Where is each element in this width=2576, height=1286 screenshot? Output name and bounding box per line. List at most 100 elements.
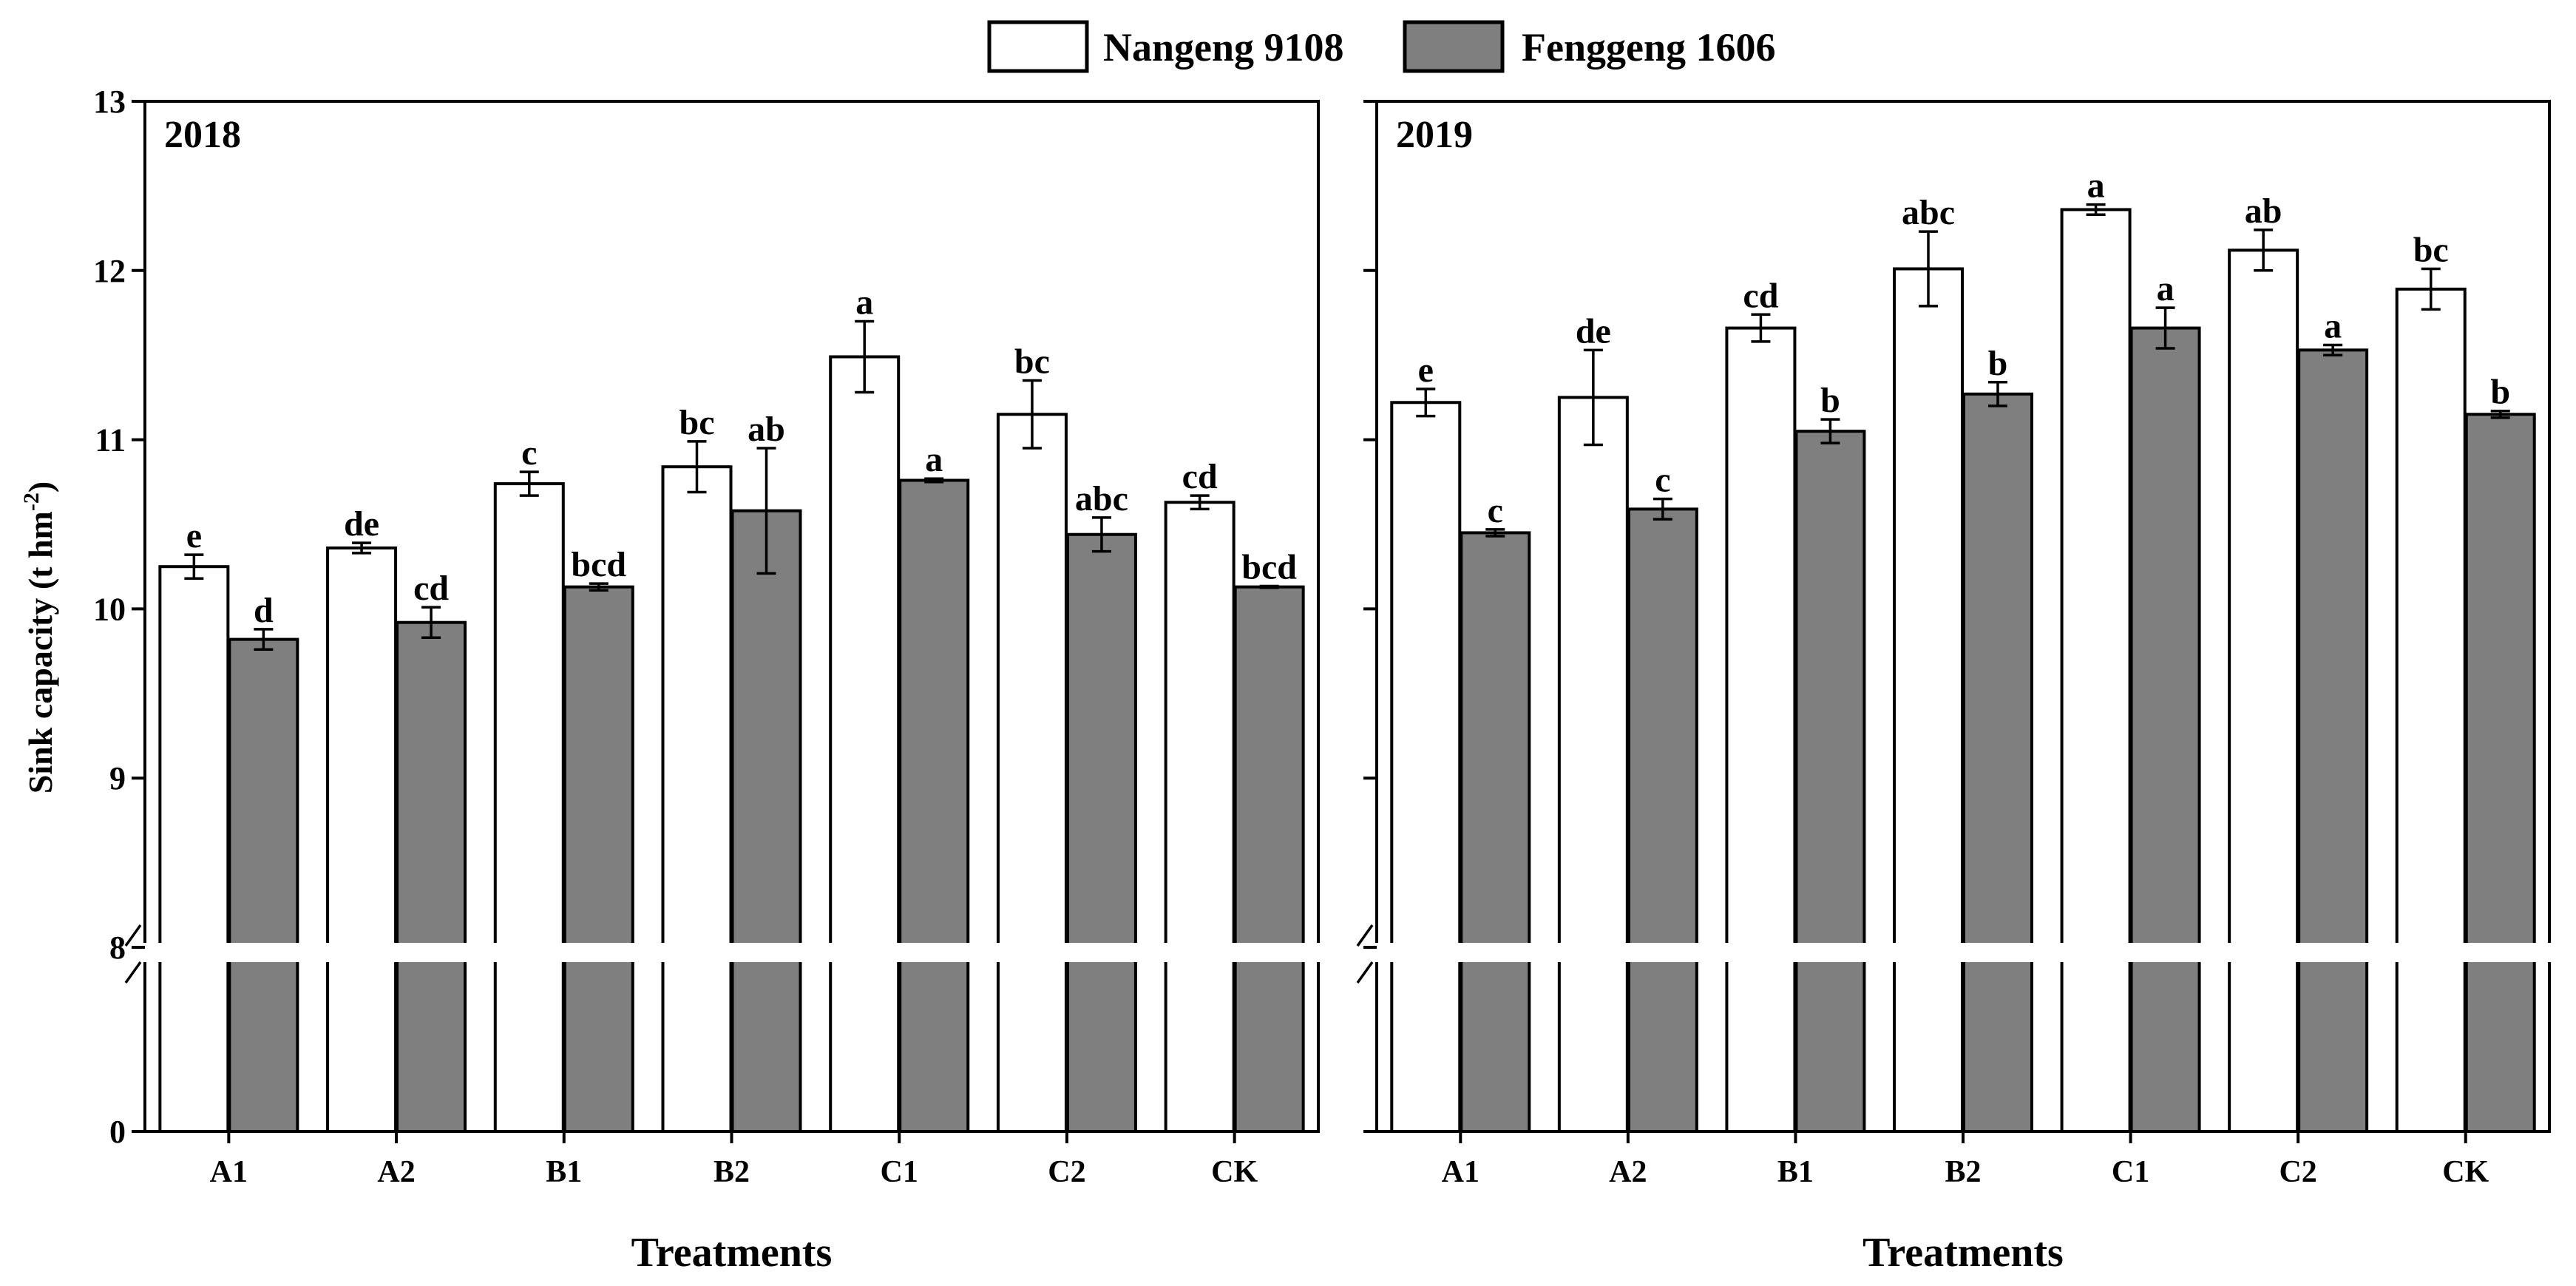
y-tick-label: 12 xyxy=(93,253,126,289)
bar-2019-nangeng-C2 xyxy=(2228,248,2299,1133)
axis-break-mark-upper xyxy=(124,924,142,947)
bar-2019-nangeng-A2 xyxy=(1557,396,1629,1133)
error-bar-2018-nangeng-C1 xyxy=(855,319,875,394)
x-tick-label-A2: A2 xyxy=(1609,1155,1647,1189)
error-bar-2019-nangeng-A2 xyxy=(1583,348,1603,447)
significance-letter: b xyxy=(1988,344,2008,383)
significance-letter: bc xyxy=(2413,231,2449,270)
significance-letter: bcd xyxy=(571,545,626,584)
y-tick-label: 9 xyxy=(109,760,126,796)
bar-2019-fenggeng-A1 xyxy=(1460,531,1531,1133)
significance-letter: cd xyxy=(413,569,449,608)
error-bar-2019-nangeng-B1 xyxy=(1751,313,1771,343)
significance-letter: a xyxy=(2324,306,2342,345)
x-tick-label-A1: A1 xyxy=(1442,1155,1479,1189)
axis-break-gap xyxy=(123,943,1326,962)
x-tick-label-B1: B1 xyxy=(1777,1155,1814,1189)
significance-letter: b xyxy=(1820,381,1840,420)
error-bar-2019-nangeng-C1 xyxy=(2086,203,2106,217)
x-tick-label-B1: B1 xyxy=(546,1155,582,1189)
axis-break-mark-upper xyxy=(1356,924,1374,947)
significance-letter: e xyxy=(1418,351,1434,390)
significance-letter: e xyxy=(186,516,202,555)
bar-2019-fenggeng-B2 xyxy=(1962,392,2033,1133)
error-bar-2019-nangeng-B2 xyxy=(1919,230,1938,308)
significance-letter: c xyxy=(1655,461,1670,500)
error-bar-2019-nangeng-C2 xyxy=(2254,229,2274,272)
error-bar-2018-fenggeng-A1 xyxy=(254,628,274,652)
significance-letter: de xyxy=(1576,311,1611,351)
bar-2019-fenggeng-CK xyxy=(2464,413,2536,1133)
significance-letter: a xyxy=(855,282,873,322)
axis-break-mark-lower xyxy=(1356,961,1374,984)
bar-2018-nangeng-B2 xyxy=(661,465,733,1133)
error-bar-2019-fenggeng-CK xyxy=(2490,409,2510,419)
bar-2018-fenggeng-A1 xyxy=(228,637,299,1133)
significance-letter: cd xyxy=(1743,276,1778,315)
significance-letter: cd xyxy=(1182,457,1218,496)
bar-2018-fenggeng-CK xyxy=(1233,585,1305,1133)
error-bar-2018-fenggeng-CK xyxy=(1259,584,1279,589)
x-tick-label-C1: C1 xyxy=(881,1155,918,1189)
y-tick-label: 8 xyxy=(109,930,126,966)
y-tick-label: 11 xyxy=(95,422,126,458)
error-bar-2019-fenggeng-A2 xyxy=(1653,497,1672,521)
y-axis-label: Sink capacity (t hm-2) xyxy=(19,481,59,793)
bar-2019-nangeng-A1 xyxy=(1390,401,1462,1133)
significance-letter: d xyxy=(254,591,274,630)
axis-break-gap xyxy=(1355,943,2557,962)
significance-letter: de xyxy=(344,504,379,544)
error-bar-2018-fenggeng-B1 xyxy=(589,582,609,592)
significance-letter: a xyxy=(2157,269,2175,308)
bar-2018-nangeng-A2 xyxy=(326,546,398,1133)
significance-letter: abc xyxy=(1075,479,1128,518)
significance-letter: bc xyxy=(679,403,715,442)
bar-2018-fenggeng-B1 xyxy=(563,585,634,1133)
x-axis-label: Treatments xyxy=(631,1230,833,1276)
significance-letter: bc xyxy=(1014,342,1050,382)
bar-2018-nangeng-C2 xyxy=(996,413,1068,1133)
error-bar-2018-fenggeng-C2 xyxy=(1091,516,1111,553)
bar-2019-nangeng-C1 xyxy=(2060,208,2132,1133)
panel-title: 2019 xyxy=(1396,114,1473,156)
panel-title: 2018 xyxy=(164,114,241,156)
bar-2019-fenggeng-A2 xyxy=(1627,507,1698,1133)
error-bar-2019-fenggeng-C2 xyxy=(2323,343,2343,356)
error-bar-2018-nangeng-B2 xyxy=(687,440,707,494)
significance-letter: ab xyxy=(2245,192,2282,231)
error-bar-2018-nangeng-B1 xyxy=(519,470,539,497)
bar-2019-nangeng-CK xyxy=(2395,287,2467,1133)
error-bar-2019-fenggeng-C1 xyxy=(2155,306,2175,350)
legend-label-fenggeng-1606: Fenggeng 1606 xyxy=(1522,25,1776,70)
bar-2018-nangeng-CK xyxy=(1164,501,1236,1133)
error-bar-2018-nangeng-A1 xyxy=(184,553,204,580)
plot-frame-upper xyxy=(1375,100,2551,943)
error-bar-2018-nangeng-CK xyxy=(1190,494,1210,511)
significance-letter: a xyxy=(2087,166,2105,206)
bar-2018-fenggeng-C2 xyxy=(1065,532,1137,1133)
error-bar-2019-fenggeng-B2 xyxy=(1988,381,2007,407)
x-tick-label-CK: CK xyxy=(2442,1155,2489,1189)
x-tick-label-C2: C2 xyxy=(1048,1155,1085,1189)
legend-swatch-fenggeng-1606 xyxy=(1403,20,1505,73)
error-bar-2018-nangeng-C2 xyxy=(1022,379,1042,450)
bar-2019-nangeng-B2 xyxy=(1893,267,1964,1134)
error-bar-2018-nangeng-A2 xyxy=(352,541,372,555)
plot-frame-upper xyxy=(143,100,1320,943)
bar-2018-fenggeng-C1 xyxy=(898,478,970,1133)
x-tick-label-C1: C1 xyxy=(2112,1155,2149,1189)
bar-2018-nangeng-C1 xyxy=(829,355,901,1133)
x-tick-label-CK: CK xyxy=(1211,1155,1258,1189)
x-tick-label-C2: C2 xyxy=(2279,1155,2316,1189)
error-bar-2019-fenggeng-A1 xyxy=(1485,528,1505,538)
significance-letter: b xyxy=(2490,373,2510,412)
significance-letter: c xyxy=(521,433,537,473)
bar-2019-fenggeng-B1 xyxy=(1794,430,1866,1133)
error-bar-2018-fenggeng-C1 xyxy=(924,477,944,484)
error-bar-2019-fenggeng-B1 xyxy=(1820,418,1840,444)
error-bar-2018-fenggeng-B2 xyxy=(756,447,776,575)
